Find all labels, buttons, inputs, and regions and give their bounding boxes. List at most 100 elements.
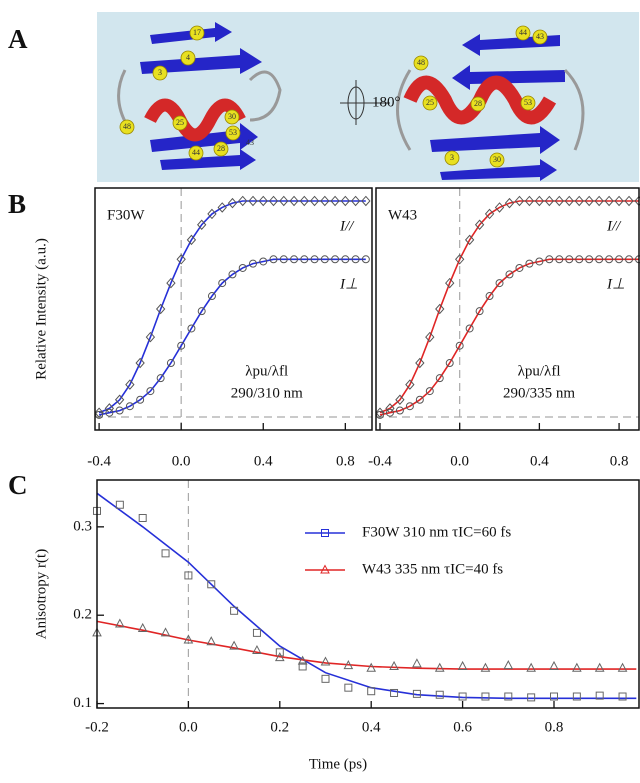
residue-marker: [532, 29, 548, 45]
data-marker: [160, 627, 171, 637]
data-marker: [367, 687, 376, 696]
data-marker: [340, 195, 350, 207]
data-marker: [618, 692, 627, 701]
data-marker: [545, 255, 554, 264]
data-marker: [330, 195, 340, 207]
data-marker: [514, 195, 525, 207]
data-marker: [115, 618, 125, 628]
data-marker: [605, 255, 614, 264]
x-tick-label: 0.8: [545, 719, 564, 735]
data-marker: [125, 379, 135, 390]
x-tick-label: -0.4: [87, 453, 111, 469]
data-marker: [248, 195, 258, 207]
residue-label: 28: [217, 144, 225, 153]
data-marker: [299, 195, 309, 207]
residue-marker: [188, 145, 204, 161]
x-tick-label: 0.8: [336, 453, 355, 469]
residue-marker: [152, 65, 168, 81]
y-axis-label: Relative Intensity (a.u.): [33, 238, 49, 380]
data-marker: [615, 255, 624, 264]
residue-marker: [213, 141, 229, 157]
data-marker: [183, 634, 194, 644]
residue-label: 3: [158, 68, 162, 77]
data-marker: [405, 379, 415, 390]
data-marker: [549, 660, 559, 670]
data-marker: [457, 660, 468, 670]
data-marker: [177, 341, 186, 350]
residue-label: 53: [229, 128, 237, 137]
residue-label: 48: [417, 58, 425, 67]
chart-title: F30W: [107, 207, 145, 223]
data-marker: [252, 628, 261, 637]
x-tick-label: 0.0: [172, 453, 191, 469]
data-marker: [259, 257, 268, 266]
data-marker: [341, 255, 350, 264]
y-tick-label: 0.1: [73, 695, 92, 711]
data-marker: [544, 195, 555, 207]
annotation: 290/335 nm: [503, 385, 575, 401]
panel-label: C: [8, 470, 28, 500]
x-tick-label: 0.0: [450, 453, 469, 469]
data-marker: [375, 407, 385, 418]
data-marker: [503, 660, 514, 670]
data-marker: [526, 662, 536, 672]
x-tick-label: 0.8: [610, 453, 629, 469]
fit-line: [98, 200, 366, 414]
data-marker: [445, 277, 455, 289]
data-marker: [572, 662, 582, 672]
data-marker: [238, 195, 248, 207]
data-marker: [351, 255, 360, 264]
data-marker: [275, 648, 284, 657]
x-tick-label: 0.4: [530, 453, 549, 469]
series-label: I//: [606, 218, 622, 234]
data-marker: [534, 195, 545, 207]
data-marker: [405, 402, 414, 411]
data-marker: [515, 263, 524, 272]
data-marker: [136, 395, 145, 404]
residue-marker: [444, 150, 460, 166]
data-marker: [228, 270, 237, 279]
data-marker: [218, 279, 227, 288]
data-marker: [217, 202, 227, 213]
data-marker: [564, 195, 574, 207]
data-marker: [455, 254, 465, 265]
data-marker: [595, 691, 604, 700]
data-marker: [361, 255, 370, 264]
data-marker: [395, 406, 404, 415]
data-marker: [279, 195, 289, 207]
data-marker: [350, 195, 361, 207]
data-marker: [474, 219, 485, 230]
data-marker: [146, 387, 155, 396]
data-marker: [207, 580, 216, 589]
data-marker: [206, 636, 217, 646]
residue-label: 4: [186, 53, 190, 62]
data-marker: [549, 692, 558, 701]
data-marker: [504, 692, 513, 701]
residue-marker: [515, 25, 531, 41]
legend-marker: [321, 529, 329, 537]
residue-marker: [520, 95, 536, 111]
data-marker: [331, 255, 340, 264]
data-marker: [415, 395, 424, 404]
data-marker: [298, 662, 307, 671]
annotation: 290/310 nm: [231, 385, 303, 401]
annotation: λpu/λfl: [245, 363, 288, 379]
residue-marker: [189, 25, 205, 41]
data-marker: [425, 331, 435, 343]
data-marker: [594, 662, 605, 672]
residue-marker: [225, 125, 241, 141]
data-marker: [455, 341, 464, 350]
data-marker: [115, 500, 124, 509]
data-marker: [125, 402, 134, 411]
data-marker: [434, 662, 445, 672]
series-label: I⊥: [339, 277, 358, 293]
data-marker: [389, 660, 399, 670]
data-marker: [465, 324, 474, 333]
data-marker: [289, 195, 299, 207]
data-marker: [555, 255, 564, 264]
data-marker: [227, 197, 238, 209]
residue-label: 44: [192, 148, 200, 157]
y-axis-label: Anisotropy r(t): [33, 549, 49, 639]
data-marker: [385, 408, 394, 417]
residue-label: 25: [176, 118, 184, 127]
